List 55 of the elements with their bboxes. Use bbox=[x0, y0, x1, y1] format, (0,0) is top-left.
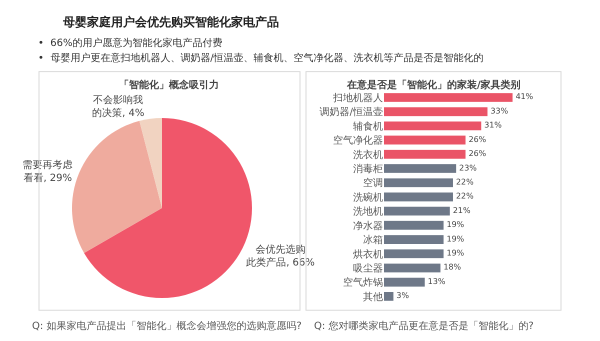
y-tick-label: 冰箱 bbox=[363, 234, 383, 246]
bar bbox=[384, 121, 482, 130]
y-tick-label: 净水器 bbox=[353, 220, 383, 232]
data-label: 19% bbox=[446, 248, 465, 258]
y-tick-label: 空气净化器 bbox=[333, 134, 383, 147]
y-tick-label: 空气炸锅 bbox=[343, 276, 383, 289]
bar bbox=[384, 164, 456, 173]
data-label: 13% bbox=[428, 276, 446, 286]
bar bbox=[384, 292, 394, 301]
y-tick-label: 烘衣机 bbox=[353, 248, 383, 260]
data-label: 21% bbox=[452, 206, 471, 215]
data-label: 26% bbox=[468, 134, 487, 144]
y-tick-label: 调奶器/恒温壶 bbox=[320, 106, 383, 118]
y-tick-label: 空调 bbox=[363, 177, 383, 190]
text: • 66%的用户愿意为智能化家电产品付费 bbox=[38, 37, 222, 49]
bar bbox=[384, 93, 513, 102]
data-label: 22% bbox=[456, 177, 474, 186]
text: Q: 如果家电产品提出「智能化」概念会增强您的选购意愿吗? bbox=[32, 320, 302, 332]
text: • 母婴用户更在意扫地机器人、调奶器/恒温壶、辅食机、空气净化器、洗衣机等产品是否是智能化的 bbox=[38, 52, 484, 64]
pie-slice bbox=[72, 120, 162, 254]
data-label: 41% bbox=[516, 92, 534, 102]
bar bbox=[384, 178, 453, 188]
bar bbox=[384, 264, 440, 272]
text: 母婴家庭用户会优先购买智能化家电产品 bbox=[62, 15, 279, 29]
y-tick-label: 其他 bbox=[363, 290, 383, 303]
data-label: 3% bbox=[396, 291, 410, 300]
pie-slice bbox=[139, 118, 162, 208]
data-label: 22% bbox=[456, 192, 474, 201]
y-tick-label: 洗地机 bbox=[353, 206, 383, 218]
y-tick-label: 洗衣机 bbox=[353, 148, 383, 161]
bar bbox=[384, 136, 466, 144]
chart-title: 「智能化」概念吸引力 bbox=[119, 79, 219, 91]
data-label: 23% bbox=[459, 163, 478, 172]
data-label: 19% bbox=[446, 220, 465, 230]
y-tick-label: 辅食机 bbox=[353, 120, 383, 132]
data-label: 26% bbox=[468, 149, 487, 158]
data-label: 18% bbox=[443, 262, 462, 272]
y-tick-label: 扫地机器人 bbox=[332, 92, 383, 104]
data-label: 31% bbox=[484, 120, 502, 130]
y-tick-label: 吸尘器 bbox=[353, 262, 383, 274]
bar bbox=[384, 150, 466, 159]
bar bbox=[384, 278, 425, 287]
bar bbox=[384, 192, 453, 202]
data-label: 19% bbox=[446, 234, 465, 244]
data-label: 33% bbox=[490, 106, 509, 116]
bar bbox=[384, 235, 444, 244]
y-tick-label: 洗碗机 bbox=[353, 191, 383, 204]
bar bbox=[384, 220, 444, 230]
bar bbox=[384, 206, 450, 216]
text: Q: 您对哪类家电产品更在意是否是「智能化」的? bbox=[314, 320, 534, 332]
chart-title: 在意是否是「智能化」的家装/家具类别 bbox=[346, 79, 521, 91]
bar bbox=[384, 107, 488, 116]
y-tick-label: 消毒柜 bbox=[353, 163, 383, 176]
bar bbox=[384, 249, 444, 258]
slice-label: 不会影响我的决策, 4% bbox=[92, 94, 144, 119]
